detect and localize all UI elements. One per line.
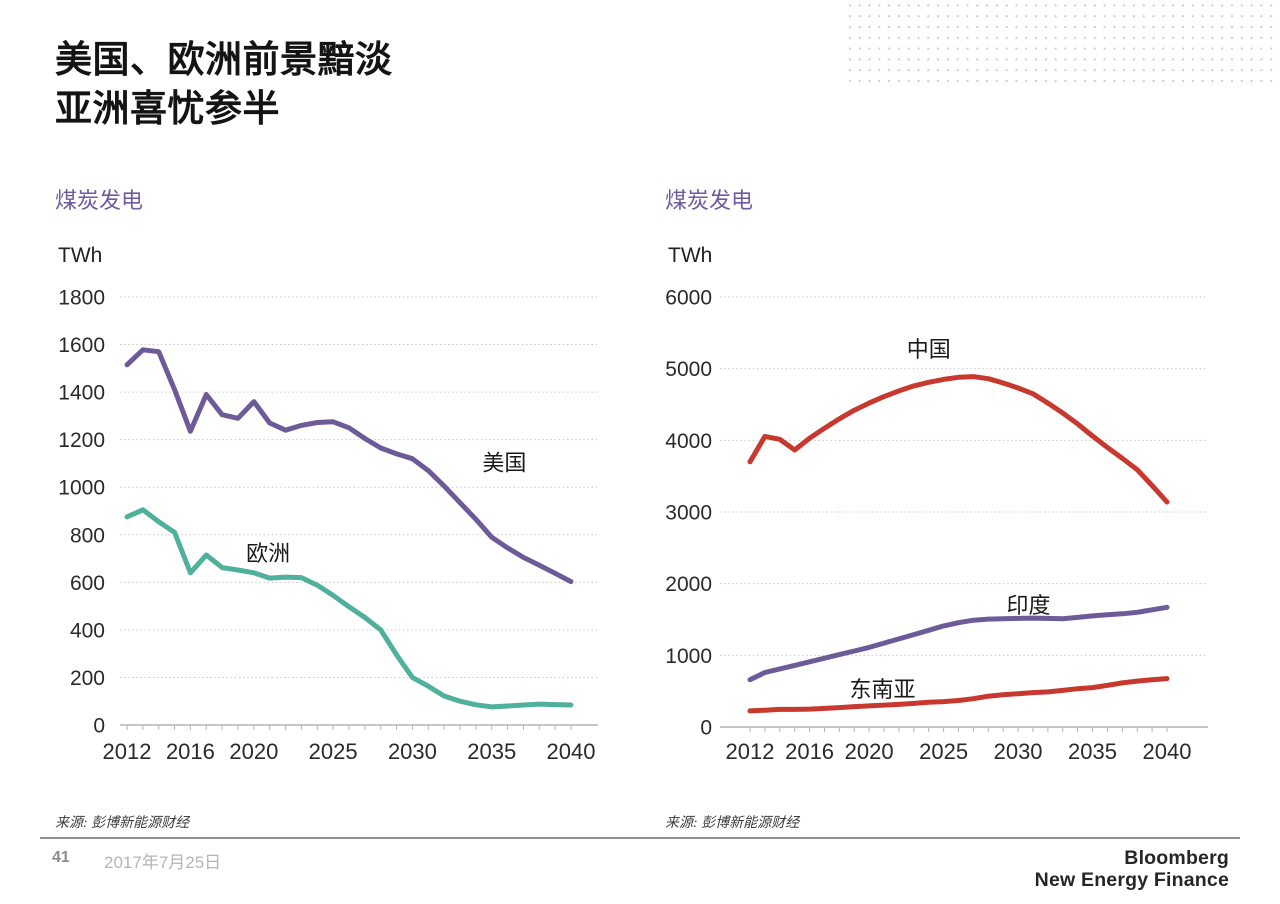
x-axis-tick-label: 2035 — [1068, 739, 1117, 764]
left-source-note: 来源: 彭博新能源财经 — [55, 816, 190, 831]
series-line-欧洲 — [124, 507, 574, 710]
x-axis-tick-label: 2035 — [467, 739, 516, 764]
series-label-欧洲: 欧洲 — [246, 541, 290, 566]
x-axis-tick-label: 2040 — [1143, 739, 1192, 764]
page-title-line-1: 美国、欧洲前景黯淡 — [55, 40, 393, 81]
x-axis-tick-label: 2030 — [388, 739, 437, 764]
right-chart-asia: 0 1000 2000 3000 4000 5000 6000 2012 2016 2020 202… — [665, 287, 1208, 764]
y-axis-tick-label: 800 — [70, 524, 105, 547]
logo-line-2: New Energy Finance — [1034, 869, 1229, 891]
series-line-印度 — [747, 604, 1170, 683]
y-axis-tick-label: 200 — [70, 667, 105, 690]
footer-divider — [40, 837, 1240, 839]
page-title: 美国、欧洲前景黯淡 亚洲喜忧参半 — [55, 36, 393, 134]
x-axis-tick-label: 2040 — [547, 739, 596, 764]
y-axis-tick-label: 2000 — [665, 573, 712, 596]
y-axis-tick-label: 1000 — [665, 645, 712, 668]
y-axis-tick-label: 0 — [93, 715, 105, 738]
y-axis-tick-label: 4000 — [665, 430, 712, 453]
left-chart-subtitle: 煤炭发电 — [55, 188, 144, 213]
series-line-东南亚 — [747, 676, 1170, 714]
x-axis-tick-label: 2025 — [309, 739, 358, 764]
dot-grid-pattern — [845, 0, 1280, 86]
logo-line-1: Bloomberg — [1124, 847, 1229, 869]
bloomberg-logo: Bloomberg New Energy Finance — [1035, 847, 1229, 891]
series-line-中国 — [747, 374, 1170, 505]
y-axis-tick-label: 5000 — [665, 358, 712, 381]
right-chart-subtitle: 煤炭发电 — [665, 188, 754, 213]
right-chart-unit-label: TWh — [668, 244, 713, 267]
series-label-东南亚: 东南亚 — [850, 677, 916, 702]
right-source-note: 来源: 彭博新能源财经 — [665, 816, 800, 831]
y-axis-tick-label: 1600 — [58, 334, 105, 357]
y-axis-tick-label: 1200 — [58, 429, 105, 452]
y-axis-tick-label: 1800 — [58, 287, 105, 310]
x-axis-tick-label: 2016 — [166, 739, 215, 764]
series-label-中国: 中国 — [907, 337, 951, 362]
left-chart-unit-label: TWh — [58, 244, 103, 267]
series-line-美国 — [124, 347, 574, 585]
footer-date: 2017年7月25日 — [104, 853, 222, 872]
x-axis-tick-label: 2020 — [845, 739, 894, 764]
series-label-印度: 印度 — [1006, 593, 1050, 618]
y-axis-tick-label: 1000 — [58, 477, 105, 500]
x-axis-tick-label: 2012 — [726, 739, 775, 764]
x-axis-tick-label: 2025 — [919, 739, 968, 764]
series-label-美国: 美国 — [482, 451, 526, 476]
y-axis-tick-label: 1400 — [58, 382, 105, 405]
x-axis-tick-label: 2012 — [103, 739, 152, 764]
y-axis-tick-label: 400 — [70, 619, 105, 642]
y-axis-tick-label: 6000 — [665, 287, 712, 310]
x-axis-tick-label: 2030 — [994, 739, 1043, 764]
x-axis-tick-label: 2016 — [785, 739, 834, 764]
x-axis-tick-label: 2020 — [229, 739, 278, 764]
y-axis-tick-label: 600 — [70, 572, 105, 595]
page-title-line-2: 亚洲喜忧参半 — [55, 89, 280, 130]
y-axis-tick-label: 3000 — [665, 502, 712, 525]
left-chart-us-europe: 0 200 400 600 800 1000 1200 1400 1600 1800 2012 201… — [58, 287, 598, 764]
y-axis-tick-label: 0 — [700, 717, 712, 740]
page-number: 41 — [52, 849, 70, 866]
